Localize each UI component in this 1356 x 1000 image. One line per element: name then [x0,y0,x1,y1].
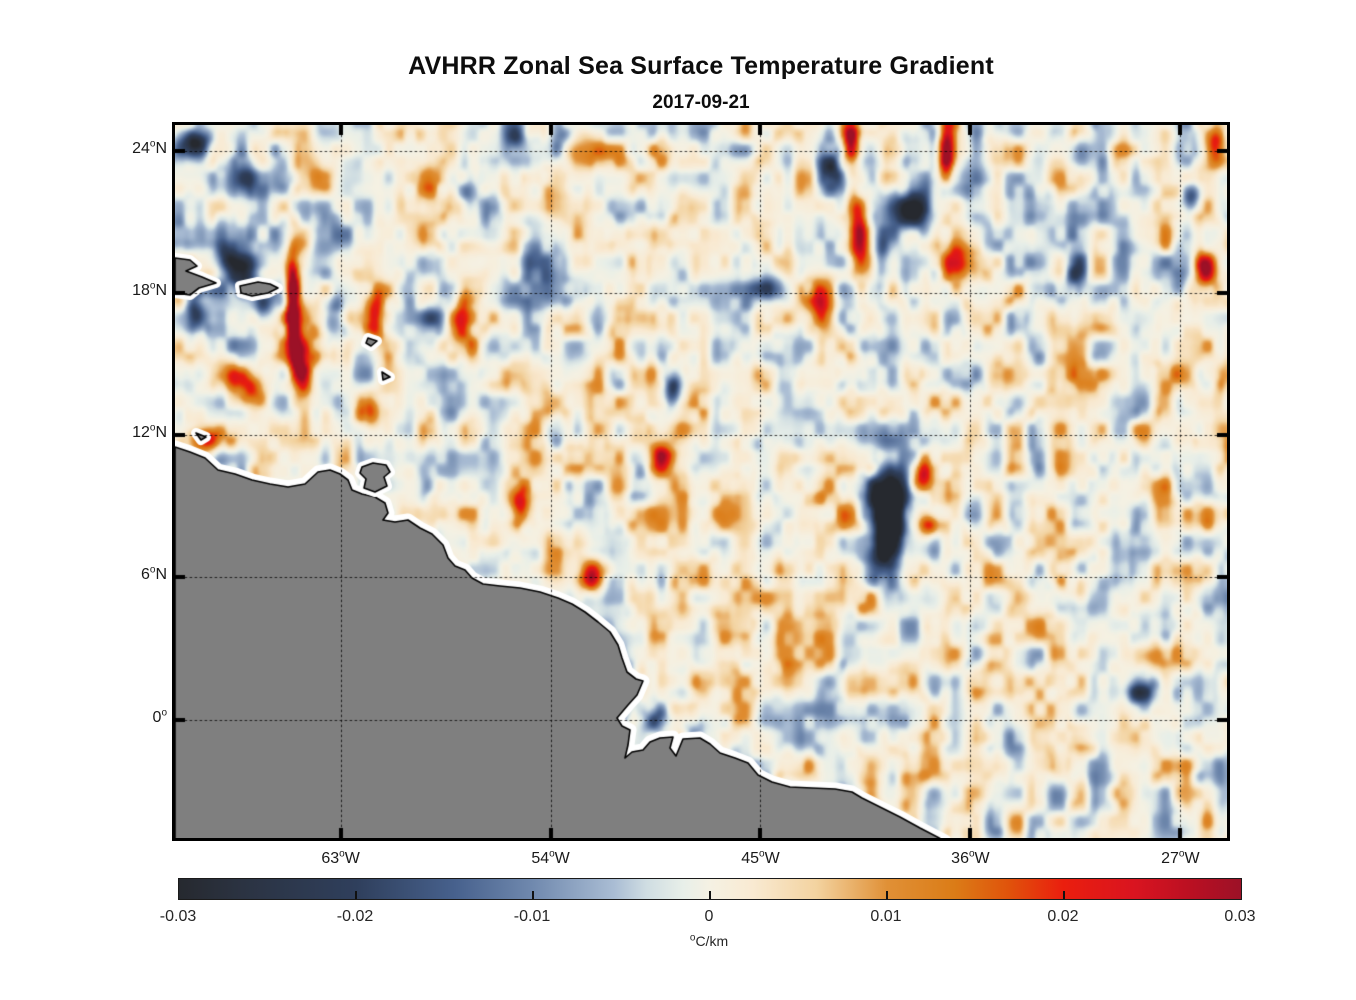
x-tick-label: 45oW [741,848,780,867]
y-tick-label: 18oN [132,280,167,300]
colorbar-tick-label: 0.01 [870,908,902,925]
colorbar-tick [1063,891,1065,899]
y-tick-label: 12oN [132,422,167,442]
x-tick-label: 27oW [1161,848,1200,867]
y-tick-label: 24oN [132,138,167,158]
colorbar-tick-label: -0.01 [513,908,551,925]
y-tick-label: 0o [152,707,167,726]
colorbar-tick [709,891,711,899]
plot-date: 2017-09-21 [652,92,750,113]
colorbar-tick-label: -0.02 [336,908,374,925]
map-canvas [175,125,1227,838]
x-tick-label: 36oW [951,848,990,867]
colorbar-tick-label: 0.03 [1224,908,1256,925]
colorbar-tick-label: 0.02 [1047,908,1079,925]
colorbar-tick [355,891,357,899]
colorbar-tick [886,891,888,899]
map-axes [172,122,1230,841]
plot-title: AVHRR Zonal Sea Surface Temperature Grad… [408,52,994,80]
colorbar-tick-label: -0.03 [159,908,197,925]
colorbar-tick-label: 0 [704,908,714,925]
colorbar-unit: oC/km [689,932,729,949]
x-tick-label: 63oW [321,848,360,867]
colorbar-tick [532,891,534,899]
y-tick-label: 6oN [140,565,167,584]
x-tick-label: 54oW [531,848,570,867]
colorbar [178,878,1242,900]
